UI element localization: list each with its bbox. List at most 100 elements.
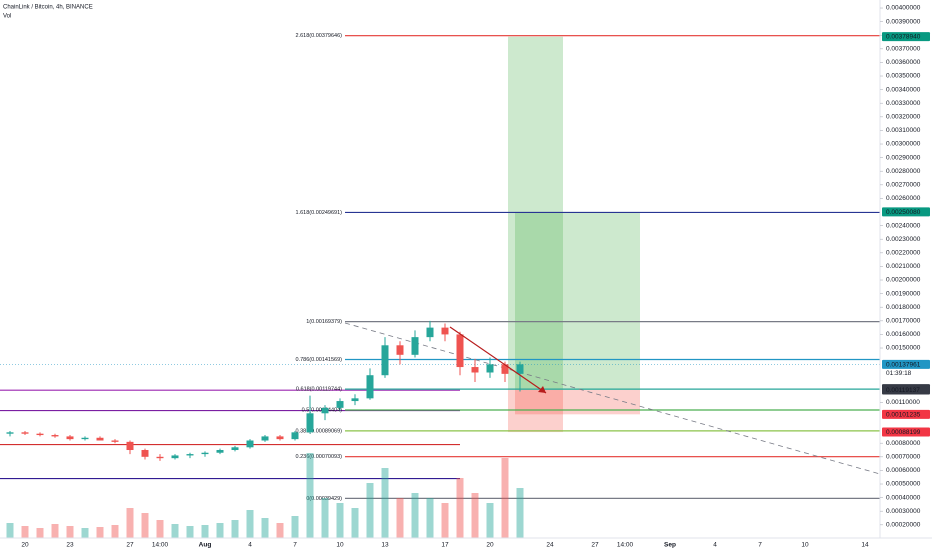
x-tick-label: 4 xyxy=(713,542,717,549)
x-tick-label: 13 xyxy=(381,542,389,549)
y-tick-label: 0.00280000 xyxy=(886,168,921,175)
y-tick-label: 0.00200000 xyxy=(886,277,921,284)
trend-line xyxy=(344,322,881,475)
candle-body xyxy=(126,441,134,451)
y-tick-label: 0.00030000 xyxy=(886,508,921,515)
volume-bar xyxy=(321,498,329,538)
y-tick-label: 0.00330000 xyxy=(886,100,921,107)
fib-label: 0(0.00039429) xyxy=(306,496,342,502)
volume-bar xyxy=(366,483,374,538)
candle-body xyxy=(51,435,59,437)
price-badge-label: 0.00250080 xyxy=(886,209,921,216)
fib-label: 1(0.00169379) xyxy=(306,319,342,325)
price-badge-label: 0.00119137 xyxy=(886,387,920,394)
y-tick-label: 0.00020000 xyxy=(886,522,921,529)
x-tick-label: 20 xyxy=(21,542,29,549)
loss-zone xyxy=(515,389,640,415)
y-tick-label: 0.00110000 xyxy=(886,399,920,406)
candle-body xyxy=(456,334,464,368)
candle-body xyxy=(21,432,29,434)
drawings: 2.618(0.00379646) 1.618(0.00249691) 1(0.00… xyxy=(0,33,880,538)
volume-bar xyxy=(306,453,314,538)
volume-bar xyxy=(351,508,359,538)
y-tick-label: 0.00160000 xyxy=(886,331,921,338)
volume-bar xyxy=(276,523,284,538)
volume-bar xyxy=(171,524,179,538)
volume-bar xyxy=(516,488,524,538)
volume-bar xyxy=(396,498,404,538)
volume-bar xyxy=(411,493,419,538)
x-tick-label: 27 xyxy=(126,542,134,549)
volume-bar xyxy=(426,498,434,538)
candle-body xyxy=(171,455,179,459)
y-tick-label: 0.00230000 xyxy=(886,236,921,243)
volume-bar xyxy=(336,503,344,538)
volume-bar xyxy=(81,528,89,538)
y-tick-label: 0.00260000 xyxy=(886,195,921,202)
axes: 0.004000000.003900000.003800000.00370000… xyxy=(21,5,930,549)
candle-body xyxy=(261,436,269,441)
x-tick-label: Sep xyxy=(664,542,676,549)
candle-body xyxy=(336,401,344,408)
candle-body xyxy=(6,432,14,434)
candle-body xyxy=(381,345,389,376)
y-tick-label: 0.00190000 xyxy=(886,290,921,297)
volume-bar xyxy=(471,493,479,538)
candle-body xyxy=(276,436,284,440)
y-tick-label: 0.00080000 xyxy=(886,440,921,447)
x-tick-label: 10 xyxy=(801,542,809,549)
candle-body xyxy=(486,364,494,373)
y-tick-label: 0.00360000 xyxy=(886,59,921,66)
volume-bar xyxy=(291,516,299,538)
candle-body xyxy=(396,345,404,355)
y-tick-label: 0.00350000 xyxy=(886,73,921,80)
price-badge xyxy=(882,32,930,42)
x-tick-label: 10 xyxy=(336,542,344,549)
volume-bar xyxy=(456,478,464,538)
volume-bar xyxy=(51,524,59,538)
candle-body xyxy=(351,398,359,402)
x-tick-label: 23 xyxy=(66,542,74,549)
x-tick-label: 27 xyxy=(591,542,599,549)
y-tick-label: 0.00290000 xyxy=(886,154,921,161)
candle-body xyxy=(81,437,89,440)
volume-bar xyxy=(216,523,224,538)
fib-label: 0.618(0.00119744) xyxy=(296,387,342,393)
volume-bar xyxy=(66,526,74,538)
y-tick-label: 0.00240000 xyxy=(886,222,921,229)
fib-label: 0.786(0.00141569) xyxy=(296,357,343,363)
volume-bar xyxy=(246,510,254,538)
candle-body xyxy=(516,364,524,374)
plot xyxy=(6,320,524,461)
x-tick-label: 4 xyxy=(248,542,252,549)
candle-body xyxy=(441,327,449,335)
y-tick-label: 0.00220000 xyxy=(886,250,921,257)
price-badge-label: 0.00378940 xyxy=(886,34,921,41)
candle-body xyxy=(366,375,374,399)
price-badge-label: 0.00137961 xyxy=(886,361,921,368)
x-tick-label: 24 xyxy=(546,542,554,549)
x-tick-label: 14 xyxy=(861,542,869,549)
volume-bar xyxy=(111,525,119,538)
x-tick-label: 20 xyxy=(486,542,494,549)
candle-body xyxy=(66,436,74,440)
x-tick-label: Aug xyxy=(199,542,212,549)
x-tick-label: 14:00 xyxy=(617,542,634,549)
price-badge xyxy=(882,385,930,395)
volume-bar xyxy=(36,528,44,538)
y-tick-label: 0.00390000 xyxy=(886,18,921,25)
volume-bar xyxy=(501,458,509,538)
profit-zone xyxy=(515,211,640,390)
candle-body xyxy=(471,367,479,373)
candle-body xyxy=(321,407,329,414)
candle-body xyxy=(156,456,164,459)
x-tick-label: 17 xyxy=(441,542,449,549)
candle-body xyxy=(201,452,209,455)
fib-label: 2.618(0.00379646) xyxy=(296,33,343,39)
candle-body xyxy=(501,364,509,374)
arrow-line xyxy=(449,326,547,394)
candle-body xyxy=(186,454,194,456)
candle-body xyxy=(111,440,119,442)
price-badge xyxy=(882,207,930,217)
